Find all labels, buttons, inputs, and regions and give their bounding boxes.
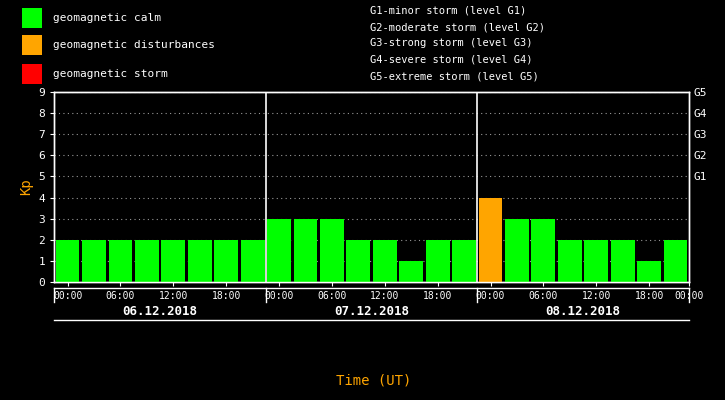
Text: G4-severe storm (level G4): G4-severe storm (level G4) <box>370 54 532 64</box>
Bar <box>82 240 106 282</box>
Bar <box>241 240 265 282</box>
Bar <box>452 240 476 282</box>
Bar <box>637 261 661 282</box>
Bar <box>56 240 80 282</box>
Bar <box>505 219 529 282</box>
Bar <box>610 240 634 282</box>
Y-axis label: Kp: Kp <box>19 179 33 195</box>
Bar <box>215 240 238 282</box>
Text: 06.12.2018: 06.12.2018 <box>123 305 198 318</box>
Text: G3-strong storm (level G3): G3-strong storm (level G3) <box>370 38 532 48</box>
Text: 07.12.2018: 07.12.2018 <box>334 305 409 318</box>
Text: G5-extreme storm (level G5): G5-extreme storm (level G5) <box>370 72 539 82</box>
Text: G1-minor storm (level G1): G1-minor storm (level G1) <box>370 6 526 16</box>
Bar <box>399 261 423 282</box>
Text: G2-moderate storm (level G2): G2-moderate storm (level G2) <box>370 22 544 32</box>
Bar <box>426 240 450 282</box>
Bar <box>584 240 608 282</box>
Text: geomagnetic storm: geomagnetic storm <box>53 69 167 79</box>
Bar <box>267 219 291 282</box>
Bar <box>162 240 185 282</box>
Bar <box>188 240 212 282</box>
Text: geomagnetic disturbances: geomagnetic disturbances <box>53 40 215 50</box>
Bar <box>478 198 502 282</box>
Bar <box>294 219 318 282</box>
Bar <box>531 219 555 282</box>
Bar <box>320 219 344 282</box>
Bar <box>663 240 687 282</box>
FancyBboxPatch shape <box>22 8 42 28</box>
FancyBboxPatch shape <box>22 64 42 84</box>
Bar <box>347 240 370 282</box>
Bar <box>109 240 133 282</box>
Bar <box>373 240 397 282</box>
Text: Time (UT): Time (UT) <box>336 373 411 387</box>
Text: geomagnetic calm: geomagnetic calm <box>53 13 161 23</box>
FancyBboxPatch shape <box>22 35 42 55</box>
Text: 08.12.2018: 08.12.2018 <box>545 305 621 318</box>
Bar <box>558 240 581 282</box>
Bar <box>135 240 159 282</box>
